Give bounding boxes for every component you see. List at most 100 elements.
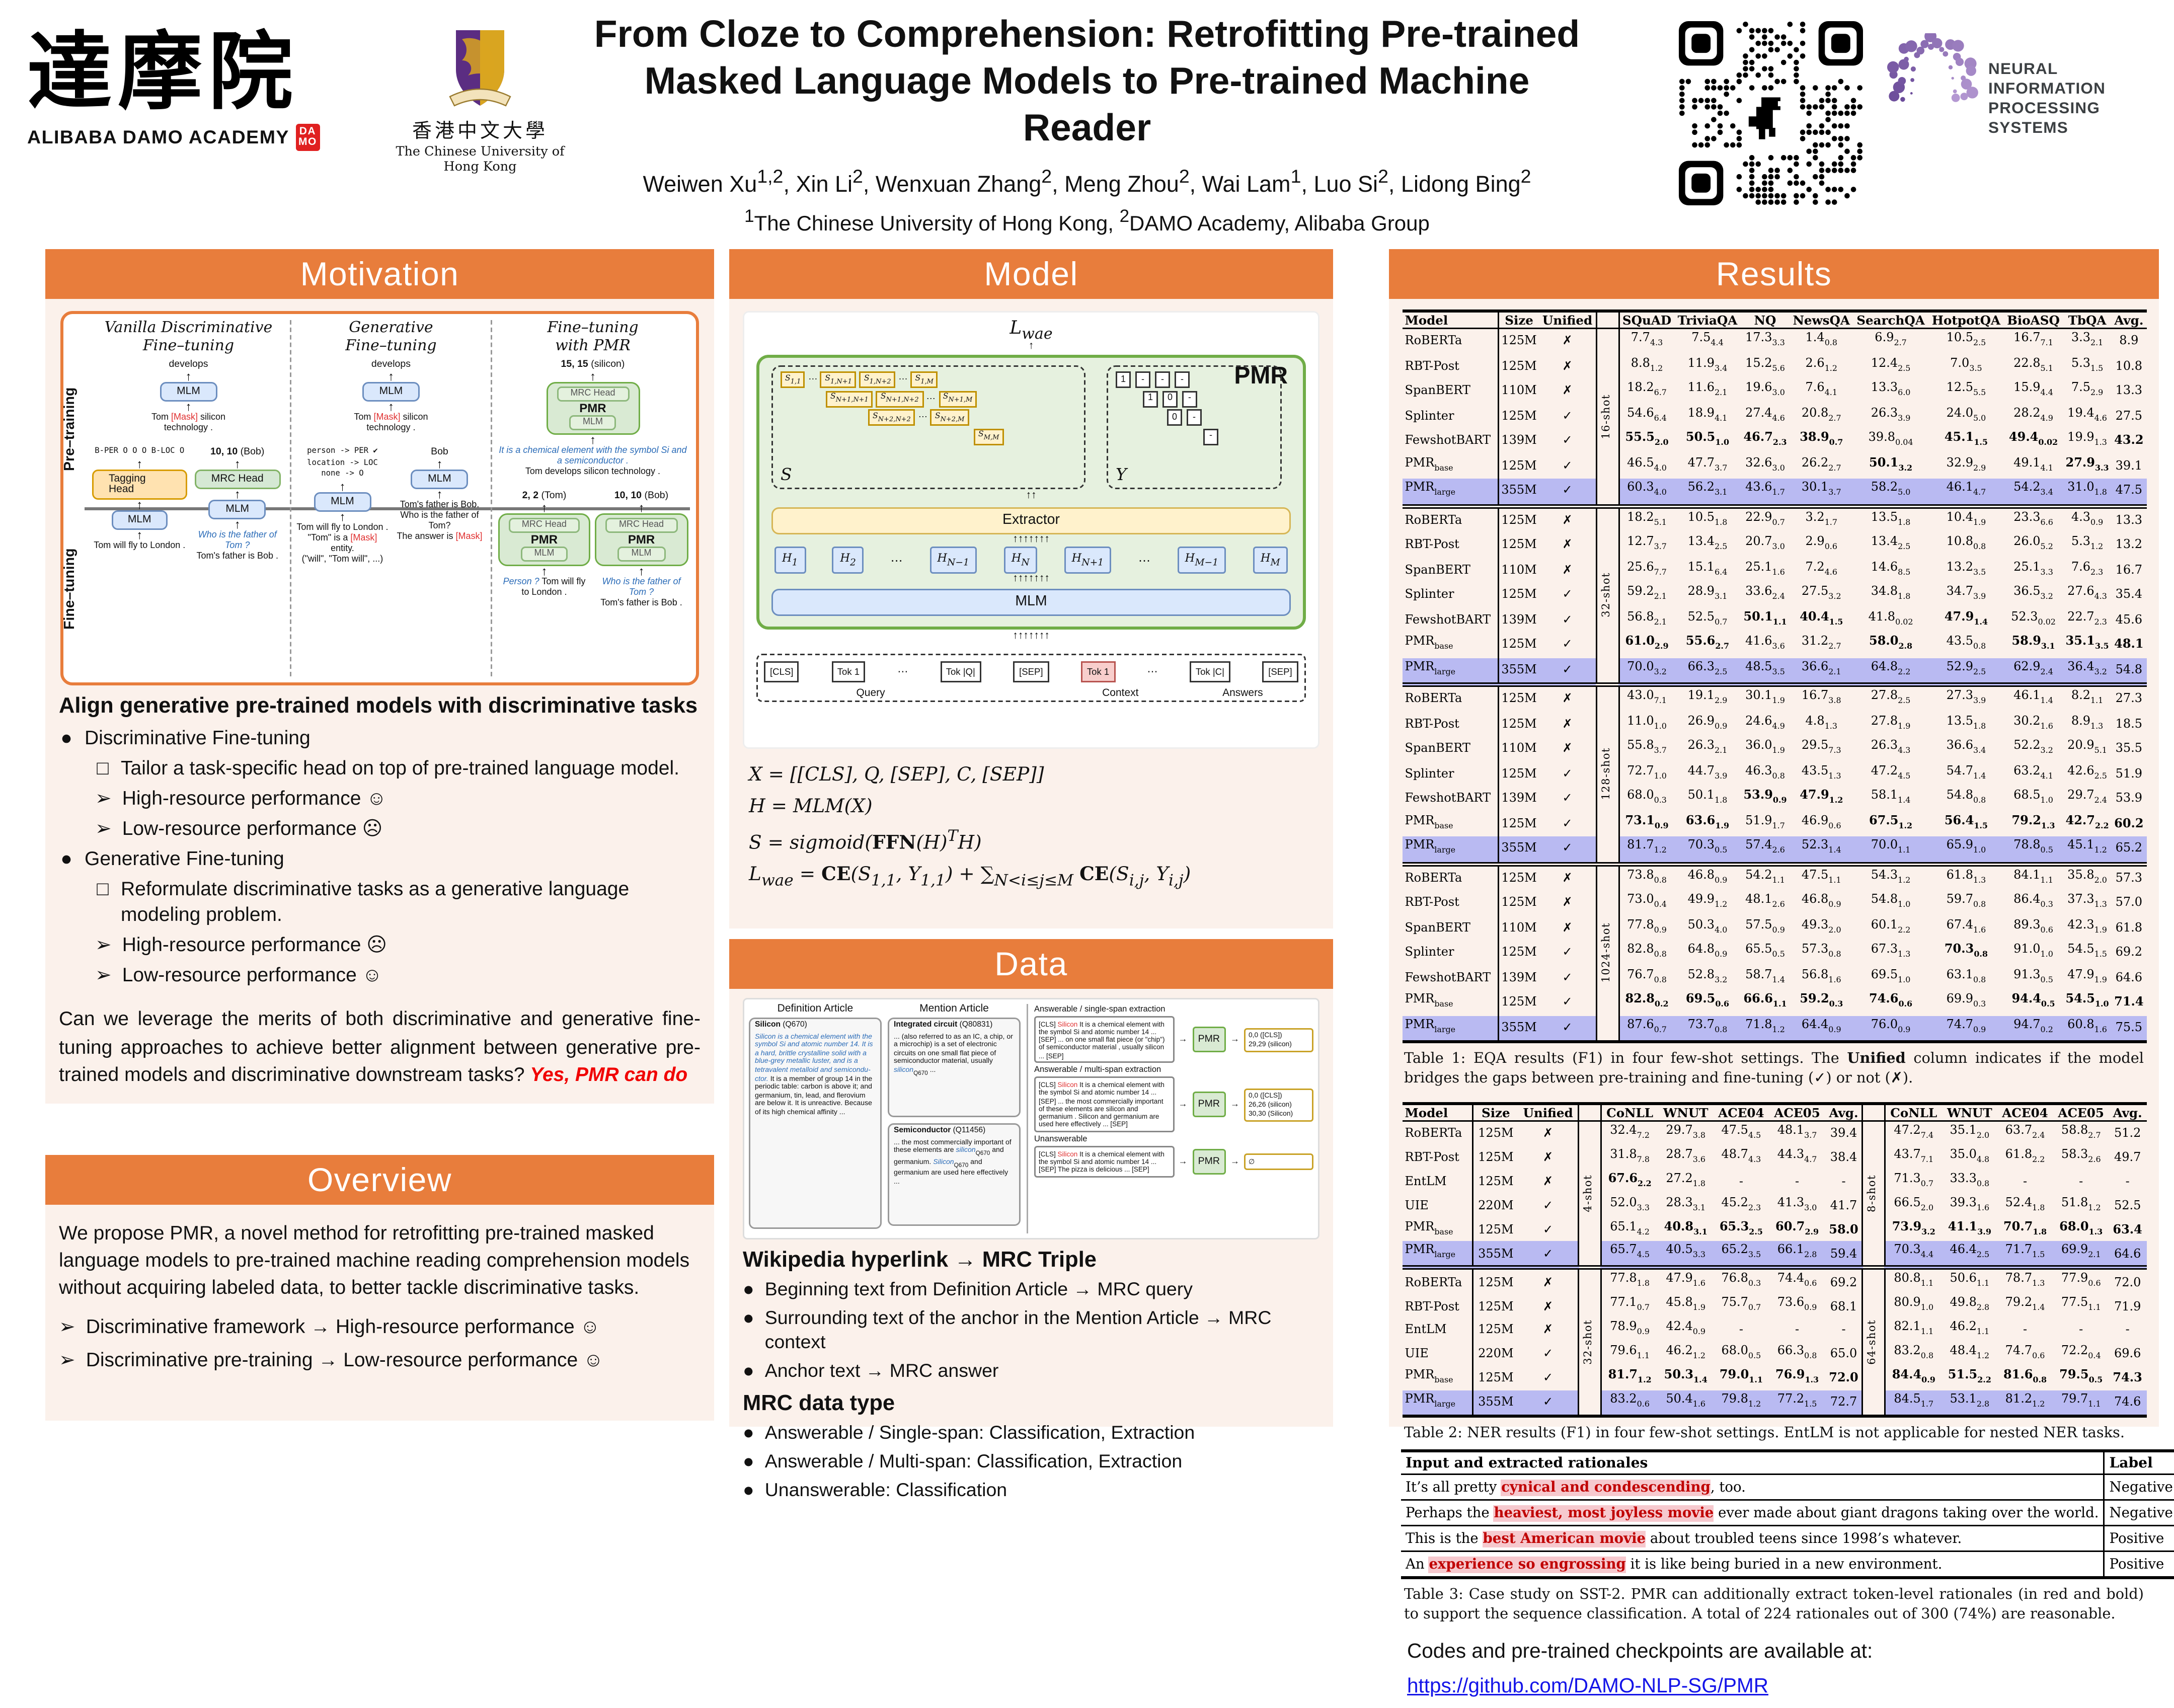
model-figure: Lwae ↑ PMR S1,1 ⋯ S1,N+1 S1,N+2 ⋯ S1,M SN+1,N+1 SN… bbox=[743, 311, 1319, 749]
table-row: RoBERTa 125M ✗ 1024-shot 73.80.8 46.80.9 54.21… bbox=[1402, 861, 2146, 1042]
row-label-finetuning: Fine–tuning bbox=[62, 548, 79, 630]
table-row: RBT-Post 125M ✗ 8.81.2 11.93.4 15.25.6 2.61.2 1… bbox=[1402, 354, 2146, 379]
data-header: Data bbox=[729, 939, 1333, 989]
table-row: PMRlarge 355M ✓ 81.71.2 70.30.5 57.42.6 52.31.… bbox=[1402, 836, 2146, 864]
table-row: PMRlarge 355M ✓ 83.20.6 50.41.6 79.81.2 77.21.… bbox=[1402, 1390, 2146, 1416]
authors-line: Weiwen Xu1,2, Xin Li2, Wenxuan Zhang2, M… bbox=[643, 166, 1531, 198]
mrc-examples: Answerable / single-span extraction [CLS]… bbox=[1027, 1004, 1313, 1233]
motivation-heading: Align generative pre-trained models with… bbox=[59, 694, 698, 719]
damo-logo: 達摩院 ALIBABA DAMO ACADEMY DA MO bbox=[27, 27, 374, 151]
model-panel: Model Lwae ↑ PMR S1,1 ⋯ S1,N+1 S1,N+2 ⋯ S1,M SN+1… bbox=[729, 249, 1333, 928]
mlm-box: MLM bbox=[209, 500, 266, 519]
table-row: Perhaps the heaviest, most joyless movie… bbox=[1401, 1499, 2174, 1526]
table-row: SpanBERT 110M ✗ 25.67.7 15.16.4 25.11.6 7.24.6… bbox=[1402, 558, 2146, 583]
overview-body: We propose PMR, a novel method for retro… bbox=[59, 1221, 690, 1298]
table-row: PMRbase 125M ✓ 81.71.2 50.31.4 79.01.1 76.91.3… bbox=[1402, 1366, 2146, 1390]
damo-logo-text: ALIBABA DAMO ACADEMY bbox=[27, 127, 289, 148]
table-row: PMRlarge 355M ✓ 60.34.0 56.23.1 43.61.7 30.13.… bbox=[1402, 479, 2146, 506]
list-item: ➢ Low-resource performance ☺ bbox=[95, 963, 382, 986]
table-row: PMRbase 125M ✓ 82.80.2 69.50.6 66.61.1 59.20.3… bbox=[1402, 990, 2146, 1016]
table-row: RoBERTa 125M ✗ 4-shot 32.47.2 29.73.8 47.54.5 4… bbox=[1402, 1121, 2146, 1268]
cuhk-logo: 香港中文大學 The Chinese University of Hong Ko… bbox=[390, 27, 571, 175]
motivation-question: Can we leverage the merits of both discr… bbox=[59, 1007, 701, 1085]
eqa-table: Model Size Unified SQuAD TriviaQA NQ NewsQA Sea… bbox=[1402, 309, 2146, 1043]
motivation-figure: Pre–training Fine–tuning Vanilla Discrimin… bbox=[60, 311, 699, 685]
list-item: ➢ Discriminative framework → High-resourc… bbox=[59, 1315, 600, 1338]
table-row: SpanBERT 110M ✗ 55.83.7 26.32.1 36.01.9 29.57.… bbox=[1402, 737, 2146, 762]
mrc-example: [CLS] Silicon It is a chemical element w… bbox=[1034, 1016, 1313, 1064]
table-row: EntLM 125M ✗ 78.90.9 42.40.9- - -82.11.1 46.21.… bbox=[1402, 1318, 2146, 1343]
table-row: RBT-Post 125M ✗ 73.00.4 49.91.2 48.12.6 46.80.… bbox=[1402, 891, 2146, 916]
mrc-example: [CLS] Silicon It is a chemical element w… bbox=[1034, 1146, 1313, 1178]
data-type-points: ● Answerable / Single-span: Classificatio… bbox=[743, 1421, 1319, 1502]
motivation-panel: Motivation Pre–training Fine–tuning Vanill… bbox=[45, 249, 714, 1104]
table3-caption: Table 3: Case study on SST-2. PMR can ad… bbox=[1404, 1587, 2144, 1623]
list-item: ● Answerable / Multi-span: Classification… bbox=[743, 1451, 1183, 1472]
pmr-box: PMR bbox=[1192, 1092, 1226, 1118]
table-row: PMRbase 125M ✓ 65.14.2 40.83.1 65.32.5 60.72.9… bbox=[1402, 1217, 2146, 1242]
neurips-text-line2: PROCESSING SYSTEMS bbox=[1988, 100, 2101, 137]
damo-logo-chinese: 達摩院 bbox=[27, 23, 299, 122]
results-panel: Results Model Size Unified SQuAD TriviaQA NQ N… bbox=[1389, 249, 2174, 1697]
figure-column: Generative Fine–tuning develops ↑ MLM ↑ Tom [M… bbox=[289, 320, 491, 676]
table-row: RoBERTa 125M ✗ 32-shot 77.81.8 47.91.6 76.80.3… bbox=[1402, 1265, 2146, 1416]
table3-case-study: Input and extracted rationales Label It’s … bbox=[1401, 1449, 2174, 1580]
query-label: Query bbox=[856, 689, 885, 700]
figure-column: Fine–tuning with PMR 15, 15 (silicon) ↑ MRC … bbox=[491, 320, 693, 676]
task-head-box: MRC Head bbox=[194, 470, 280, 489]
mrc-example: [CLS] Silicon It is a chemical element w… bbox=[1034, 1077, 1313, 1133]
mention-article: Mention Article Integrated circuit (Q8083… bbox=[888, 1004, 1021, 1233]
neurips-text-line1: NEURAL INFORMATION bbox=[1988, 60, 2106, 98]
table-row: FewshotBART 139M ✓ 55.52.0 50.51.0 46.72.3 38.… bbox=[1402, 429, 2146, 454]
mlm-box: MLM bbox=[111, 510, 168, 530]
overview-panel: Overview We propose PMR, a novel method … bbox=[45, 1155, 714, 1421]
hidden-states-row: H1 H2 ⋯ HN−1 HN HN+1 ⋯ HM−1 HM bbox=[774, 547, 1288, 574]
list-item: ● Anchor text → MRC answer bbox=[743, 1360, 999, 1381]
table-row: UIE 220M ✓ 52.03.3 28.33.1 45.22.3 41.33.0 41.7… bbox=[1402, 1194, 2146, 1218]
table-row: SpanBERT 110M ✗ 77.80.9 50.34.0 57.50.9 49.32.… bbox=[1402, 915, 2146, 941]
list-item: ● Surrounding text of the anchor in the M… bbox=[743, 1307, 1272, 1353]
damo-seal-icon: DA MO bbox=[295, 124, 320, 151]
results-header: Results bbox=[1389, 249, 2159, 299]
qr-code[interactable] bbox=[1679, 21, 1863, 205]
case-study-table: Input and extracted rationales Label It’s … bbox=[1401, 1449, 2174, 1580]
table-row: FewshotBART 139M ✓ 68.00.3 50.11.8 53.90.9 47.… bbox=[1402, 787, 2146, 812]
table-row: RBT-Post 125M ✗ 31.87.8 28.73.6 48.74.3 44.34.… bbox=[1402, 1145, 2146, 1170]
extractor-bar: Extractor bbox=[771, 508, 1291, 535]
list-item: ● Answerable / Single-span: Classificatio… bbox=[743, 1422, 1195, 1443]
github-link[interactable]: https://github.com/DAMO-NLP-SG/PMR bbox=[1407, 1674, 1768, 1697]
answers-label: Answers bbox=[1222, 689, 1263, 700]
table-row: Splinter 125M ✓ 54.66.4 18.94.1 27.44.6 20.82.… bbox=[1402, 404, 2146, 429]
list-item: □ Reformulate discriminative tasks as a g… bbox=[97, 877, 630, 925]
neurips-logo: NEURAL INFORMATION PROCESSING SYSTEMS bbox=[1884, 33, 2156, 139]
pmr-panel: PMR S1,1 ⋯ S1,N+1 S1,N+2 ⋯ S1,M SN+1,N+1 SN+1,N+… bbox=[756, 355, 1306, 631]
loss-label: Lwae bbox=[1010, 317, 1053, 344]
ner-table: Model Size Unified CoNLL WNUT ACE04 ACE05 Avg. C… bbox=[1402, 1102, 2146, 1418]
neurips-swirl-icon bbox=[1887, 33, 1978, 102]
table-row: RoBERTa 125M ✗ 128-shot 43.07.1 19.12.9 30.11.… bbox=[1402, 682, 2146, 864]
table2-ner-results: Model Size Unified CoNLL WNUT ACE04 ACE05 Avg. C… bbox=[1401, 1102, 2147, 1418]
table-row: Splinter 125M ✓ 72.71.0 44.73.9 46.30.8 43.51.… bbox=[1402, 761, 2146, 787]
list-item: ➢ Low-resource performance ☹ bbox=[95, 817, 383, 839]
list-item: □ Tailor a task-specific head on top of p… bbox=[97, 756, 679, 779]
list-item: ➢ Discriminative pre-training → Low-resou… bbox=[59, 1348, 603, 1371]
mlm-bar: MLM bbox=[771, 588, 1291, 616]
model-equations: X = [[CLS], Q, [SEP], C, [SEP]] H = MLM(X… bbox=[749, 758, 1316, 898]
equation-line: H = MLM(X) bbox=[749, 794, 873, 817]
model-header: Model bbox=[729, 249, 1333, 299]
equation-line: Lwae = CE(S1,1, Y1,1) + ∑N<i≤j≤M CE(Si,j… bbox=[749, 862, 1191, 890]
table-row: Splinter 125M ✓ 82.80.8 64.80.9 65.50.5 57.30.… bbox=[1402, 941, 2146, 966]
row-label-pretraining: Pre–training bbox=[62, 386, 79, 471]
list-item: ● Unanswerable: Classification bbox=[743, 1480, 1007, 1501]
pmr-box: PMR bbox=[1192, 1149, 1226, 1175]
definition-article: Definition Article Silicon (Q670) Silicon … bbox=[749, 1004, 882, 1233]
cuhk-name-english: The Chinese University of Hong Kong bbox=[396, 145, 565, 175]
poster-header: 達摩院 ALIBABA DAMO ACADEMY DA MO 香港中文大學 The… bbox=[0, 0, 2174, 242]
table-row: RBT-Post 125M ✗ 11.01.0 26.90.9 24.64.9 4.81.3… bbox=[1402, 712, 2146, 737]
cuhk-crest-icon bbox=[449, 30, 511, 107]
data-heading-type: MRC data type bbox=[743, 1392, 895, 1416]
list-item: ● Generative Fine-tuning bbox=[60, 847, 284, 870]
data-panel: Data Definition Article Silicon (Q670) Sil… bbox=[729, 939, 1333, 1501]
figure-column: Vanilla Discriminative Fine–tuning develop… bbox=[88, 320, 289, 676]
equation-line: X = [[CLS], Q, [SEP], C, [SEP]] bbox=[749, 762, 1044, 785]
